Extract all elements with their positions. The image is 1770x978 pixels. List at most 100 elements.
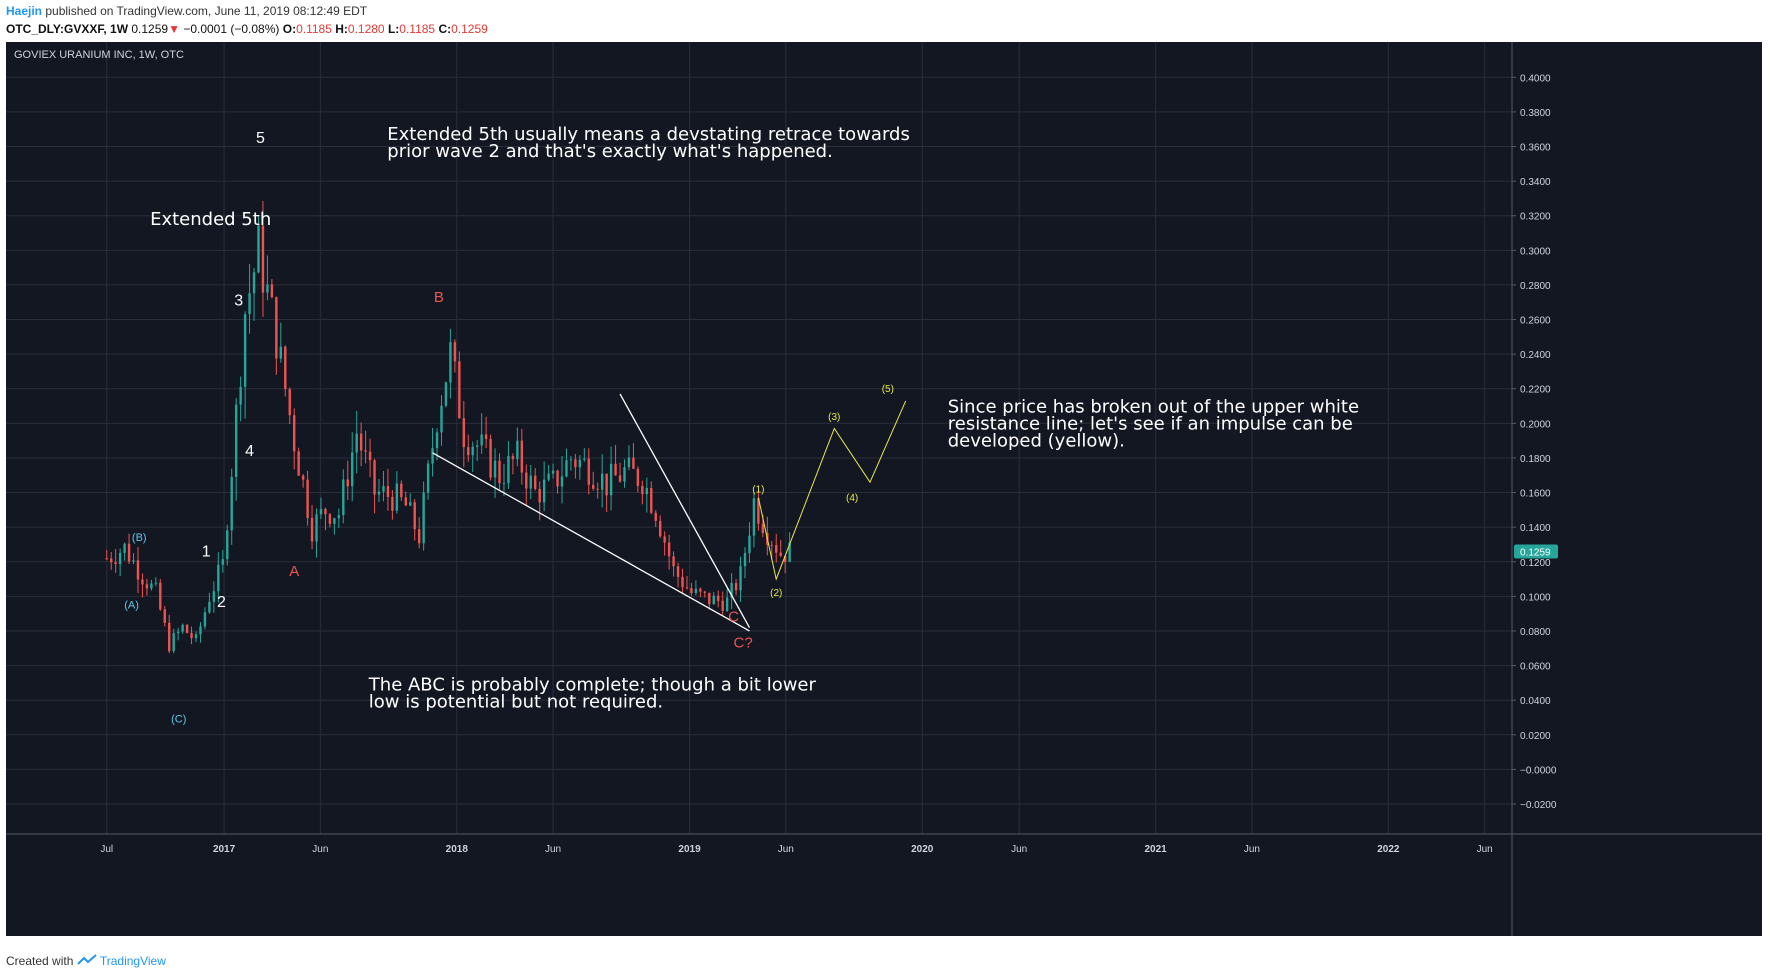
wave-label: (C) [171,714,186,726]
candle-body [609,463,613,496]
high-value: 0.1280 [347,22,385,36]
time-tick-label: 2022 [1377,844,1400,855]
wave-label: C? [733,634,752,651]
wave-label: (4) [846,493,858,504]
candle-body [301,475,305,480]
price-tick-label: 0.3200 [1520,212,1551,223]
candle-body [319,509,323,515]
candle-body [181,624,184,632]
candle-body [364,450,367,452]
annotation-text: developed (yellow). [948,431,1125,452]
candle-body [221,559,224,565]
candle-body [578,459,582,468]
last-price-badge-bg [1514,544,1558,559]
tradingview-brand-link[interactable]: TradingView [99,954,166,968]
candle-body [324,509,327,515]
candle-body [212,591,216,602]
candle-body [234,404,238,477]
price-axis[interactable]: −0.0200 −0.0000 0.0200 0.0400 0.0600 0.0800 0.… [1512,73,1557,811]
price-tick-label: 0.1200 [1520,558,1551,569]
candle-body [511,456,515,460]
candle-body [569,459,573,461]
candle-body [118,552,122,565]
candle-body [275,297,278,359]
candle-body [493,460,497,478]
price-tick-label: 0.3600 [1520,143,1551,154]
candle-body [623,467,626,482]
wave-label: C [728,608,739,625]
candle-body [520,440,524,473]
time-tick-label: Jun [1477,844,1493,855]
candle-body [614,463,617,476]
annotation-text: Extended 5th usually means a devstating … [387,124,910,145]
candle-body [708,592,711,605]
candle-body [775,545,778,553]
candle-body [498,460,501,484]
candle-body [587,458,590,485]
candle-body [266,284,269,293]
candle-body [159,582,162,610]
candle-body [458,361,461,419]
price-tick-label: 0.1600 [1520,489,1551,500]
candle-body [185,624,189,633]
candle-body [757,498,760,524]
candle-body [172,633,175,652]
price-tick-label: 0.2600 [1520,316,1551,327]
candle-body [694,588,698,593]
price-chart[interactable]: GOVIEX URANIUM INC, 1W, OTC 5 3 4 1 2 (B) (A) (… [6,42,1762,936]
created-with: Created with [6,954,74,968]
candle-body [444,382,448,406]
candle-body [284,346,287,390]
price-tick-label: 0.2000 [1520,419,1551,430]
candle-body [636,468,640,486]
candle-body [739,566,742,591]
candle-body [382,486,385,492]
candle-body [699,588,702,592]
candle-body [556,470,559,487]
candle-body [761,523,765,534]
price-tick-label: 0.1400 [1520,523,1551,534]
wave-label: B [434,289,444,306]
candle-body [257,225,260,273]
close-label: C: [438,22,452,36]
candle-body [413,502,416,530]
candle-body [551,470,555,474]
candle-body [306,479,309,518]
candle-body [712,595,715,605]
candle-body [641,485,644,495]
wave-label: (A) [124,599,139,611]
price-tick-label: 0.2400 [1520,350,1551,361]
candle-body [203,612,207,627]
author-link[interactable]: Haejin [6,4,43,18]
candle-body [176,631,180,634]
candle-body [525,472,528,489]
trend-lines [432,393,907,632]
candle-body [645,488,649,495]
time-tick-label: Jul [100,844,113,855]
candle-body [355,433,358,453]
candle-body [435,432,439,449]
candle-body [190,632,193,639]
candle-body [337,515,341,519]
annotations: Extended 5th Extended 5th usually means a… [150,124,1359,713]
candle-body [114,562,117,565]
price-tick-label: 0.0600 [1520,662,1551,673]
candle-body [574,459,577,468]
time-tick-label: Jun [545,844,561,855]
candle-body [752,498,756,536]
candle-body [484,434,488,440]
time-tick-label: 2017 [213,844,236,855]
candle-body [342,479,345,516]
candle-body [243,314,247,387]
candle-body [583,458,586,460]
candle-body [471,446,474,456]
candle-body [516,440,519,460]
candle-body [293,415,296,452]
time-tick-label: Jun [1244,844,1260,855]
candle-body [154,582,158,584]
price-tick-label: 0.2800 [1520,281,1551,292]
time-axis[interactable]: Jul 2017 Jun 2018 Jun 2019 Jun 2020 Jun 2021 Jun 20… [100,844,1492,855]
candle-body [502,483,506,485]
candle-body [650,488,653,513]
candle-body [168,622,171,652]
